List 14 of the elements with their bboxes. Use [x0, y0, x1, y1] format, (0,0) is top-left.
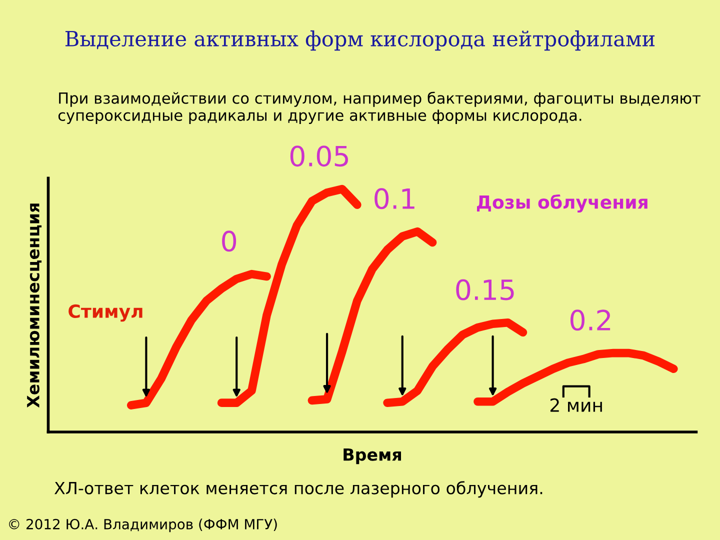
- series-label: 0: [222, 230, 236, 252]
- chart-title: Выделение активных форм кислорода нейтрофилами: [65, 30, 655, 51]
- series-label: 0.2: [570, 310, 610, 331]
- series-label: 0.15: [456, 279, 514, 300]
- annotation: 2 мин: [550, 398, 602, 412]
- annotation: Стимул: [68, 304, 142, 322]
- text: © 2012 Ю.А. Владимиров (ФФМ МГУ): [9, 518, 277, 532]
- chart-subtitle: При взаимодействии со стимулом, например бактериями, фагоциты выделяют супероксидные радикалы и другие активные формы кислорода.: [58, 92, 701, 124]
- annotation: Дозы облучения: [477, 194, 648, 213]
- x-axis-title: Время: [344, 448, 401, 464]
- y-axis-title: Хемилюминесценция: [27, 204, 42, 408]
- series-label: 0.1: [374, 188, 414, 210]
- series-label: 0.05: [290, 146, 348, 167]
- text: ХЛ-ответ клеток меняется после лазерного облучения.: [54, 481, 542, 498]
